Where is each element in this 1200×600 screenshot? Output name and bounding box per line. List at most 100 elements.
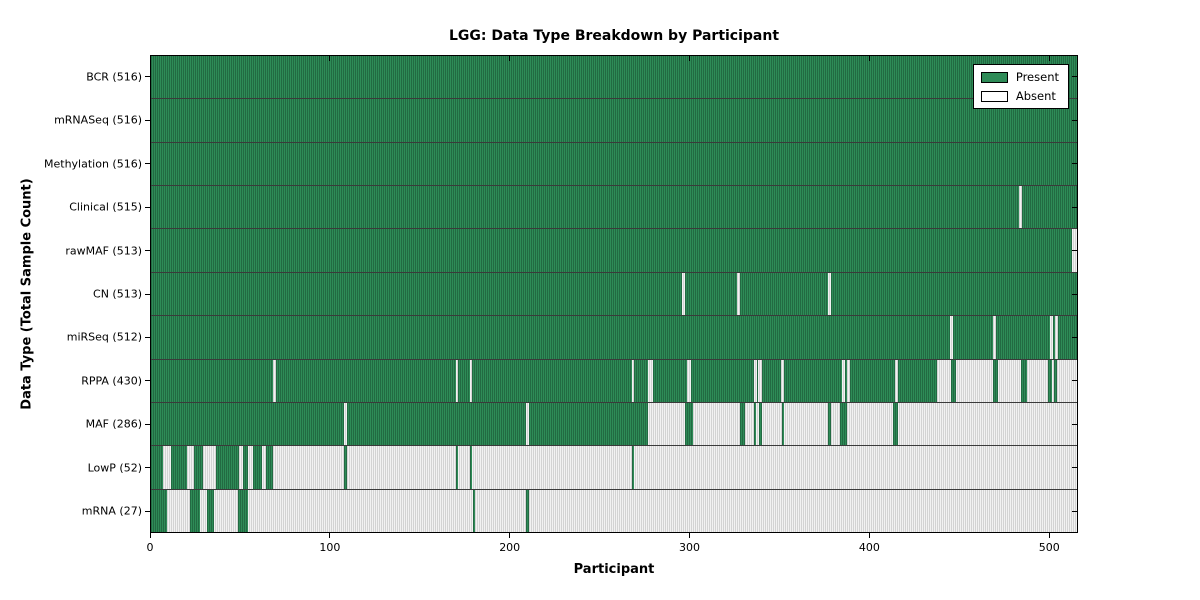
row-mRNASeq [151, 99, 1077, 143]
y-tick-mark [145, 336, 150, 338]
present-segment [840, 402, 847, 446]
present-segment [845, 359, 847, 402]
present-segment [151, 142, 1077, 186]
y-tick-label: mRNASeq (516) [54, 113, 142, 127]
present-segment [151, 56, 1077, 99]
x-tick-mark [509, 56, 511, 61]
chart-title: LGG: Data Type Breakdown by Participant [448, 28, 780, 44]
y-tick-mark [1072, 76, 1077, 78]
present-segment [170, 446, 187, 489]
present-segment [828, 402, 832, 446]
present-segment [458, 359, 470, 402]
present-segment [275, 359, 456, 402]
row-BCR [151, 56, 1077, 100]
present-segment [151, 99, 1077, 142]
y-tick-label: Clinical (515) [69, 200, 142, 214]
present-segment [831, 272, 1077, 316]
present-segment [849, 359, 896, 402]
x-axis-label: Participant [573, 562, 655, 577]
y-tick-label: miRSeq (512) [66, 330, 142, 344]
present-segment [892, 402, 899, 446]
present-segment [526, 489, 529, 532]
present-segment [473, 489, 476, 532]
present-segment [784, 359, 843, 402]
x-tick-mark [329, 533, 331, 538]
y-tick-label: BCR (516) [86, 70, 142, 84]
y-tick-mark [145, 250, 150, 252]
y-tick-mark [145, 293, 150, 295]
present-segment [344, 446, 348, 489]
y-axis-label: Data Type (Total Sample Count) [19, 178, 35, 410]
present-segment [472, 359, 632, 402]
y-tick-mark [1072, 163, 1077, 165]
present-segment [653, 359, 688, 402]
present-segment [761, 359, 782, 402]
y-tick-label: rawMAF (513) [65, 244, 142, 258]
present-segment [265, 446, 274, 489]
present-segment [1053, 316, 1056, 359]
present-segment [215, 446, 239, 489]
y-tick-label: LowP (52) [87, 461, 142, 475]
present-segment [758, 402, 762, 446]
y-tick-mark [145, 467, 150, 469]
x-tick-label: 200 [499, 541, 521, 554]
present-segment [634, 359, 648, 402]
y-tick-mark [1072, 119, 1077, 121]
x-tick-mark [149, 533, 151, 538]
legend-label: Present [1015, 70, 1059, 84]
present-segment [189, 489, 201, 532]
x-tick-mark [329, 56, 331, 61]
present-segment [1057, 316, 1077, 359]
y-tick-mark [145, 163, 150, 165]
rows-container [151, 56, 1077, 532]
present-segment [685, 272, 738, 316]
y-tick-label: RPPA (430) [81, 374, 142, 388]
legend-entry-present: Present [980, 70, 1059, 84]
present-segment [151, 186, 1019, 229]
x-tick-mark [1048, 56, 1050, 61]
absent-swatch-icon [980, 90, 1008, 102]
present-segment [739, 272, 829, 316]
legend-label: Absent [1015, 89, 1056, 103]
x-tick-label: 0 [146, 541, 154, 554]
y-tick-mark [145, 206, 150, 208]
present-segment [952, 316, 993, 359]
legend: Present Absent [972, 64, 1069, 109]
row-RPPA [151, 359, 1077, 403]
present-segment [346, 402, 526, 446]
present-segment [455, 446, 459, 489]
y-tick-mark [145, 76, 150, 78]
present-segment [993, 359, 999, 402]
present-segment [151, 402, 345, 446]
present-segment [151, 272, 683, 316]
y-tick-mark [1072, 250, 1077, 252]
row-Clinical [151, 186, 1077, 230]
y-tick-label: mRNA (27) [81, 504, 142, 518]
x-tick-label: 400 [858, 541, 880, 554]
x-tick-mark [149, 56, 151, 61]
x-tick-mark [868, 533, 870, 538]
present-segment [781, 402, 785, 446]
row-Methylation [151, 142, 1077, 187]
row-mRNA [151, 489, 1077, 532]
present-segment [951, 359, 956, 402]
present-segment [151, 489, 168, 532]
row-rawMAF [151, 229, 1077, 273]
present-segment [1021, 359, 1027, 402]
y-tick-mark [145, 380, 150, 382]
y-tick-mark [1072, 206, 1077, 208]
present-segment [756, 359, 759, 402]
y-tick-label: CN (513) [93, 287, 142, 301]
x-tick-mark [868, 56, 870, 61]
present-segment [898, 359, 937, 402]
plot-area: Present Absent [150, 55, 1078, 533]
row-miRSeq [151, 316, 1077, 360]
y-tick-mark [1072, 380, 1077, 382]
x-tick-label: 500 [1038, 541, 1060, 554]
y-tick-mark [1072, 467, 1077, 469]
x-tick-label: 100 [319, 541, 341, 554]
present-segment [1022, 186, 1077, 229]
row-MAF [151, 402, 1077, 447]
present-segment [242, 446, 248, 489]
present-segment [995, 316, 1051, 359]
